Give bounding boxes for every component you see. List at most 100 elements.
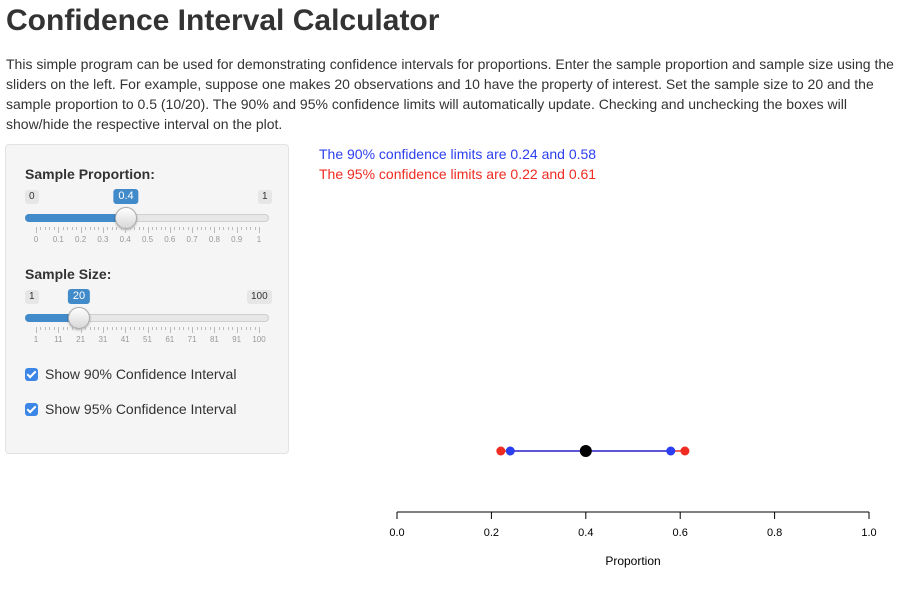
slider-tick-mark bbox=[178, 327, 180, 330]
slider-tick-mark bbox=[138, 227, 140, 230]
slider-tick-mark bbox=[62, 327, 64, 330]
ci95-limits-text: The 95% confidence limits are 0.22 and 0… bbox=[319, 166, 597, 182]
slider-tick-label: 61 bbox=[165, 335, 175, 344]
size-tick-scale: 1 11 21 31 41 51 61 71 81 91 100 bbox=[6, 325, 288, 355]
slider-tick-label: 0 bbox=[33, 235, 39, 244]
slider-tick-mark bbox=[76, 227, 78, 230]
show-95-checkbox-row[interactable]: Show 95% Confidence Interval bbox=[25, 401, 236, 417]
x-tick-label: 0.8 bbox=[767, 527, 782, 539]
slider-tick-mark bbox=[71, 227, 73, 230]
show-90-label: Show 90% Confidence Interval bbox=[45, 366, 237, 382]
slider-tick-mark bbox=[250, 227, 252, 230]
slider-tick-mark bbox=[227, 327, 229, 330]
slider-tick-label: 0.2 bbox=[75, 235, 87, 244]
slider-tick-label: 0.8 bbox=[208, 235, 220, 244]
slider-tick-label: 21 bbox=[76, 335, 86, 344]
proportion-slider-track[interactable] bbox=[25, 214, 269, 222]
slider-tick-mark bbox=[165, 327, 167, 330]
slider-tick-mark bbox=[245, 327, 247, 330]
slider-tick-mark bbox=[174, 327, 176, 330]
slider-tick-mark bbox=[178, 227, 180, 230]
slider-tick-mark bbox=[134, 227, 136, 230]
slider-tick-label: 1 bbox=[256, 235, 262, 244]
slider-tick-mark bbox=[201, 327, 203, 330]
size-slider-handle[interactable] bbox=[68, 307, 90, 329]
x-axis-label: Proportion bbox=[605, 554, 660, 568]
intro-text: This simple program can be used for demo… bbox=[6, 56, 894, 132]
slider-tick-mark bbox=[227, 227, 229, 230]
slider-tick-mark bbox=[40, 227, 42, 230]
slider-tick-mark bbox=[254, 227, 256, 230]
size-slider-fill bbox=[25, 314, 78, 322]
slider-tick-mark bbox=[147, 327, 149, 333]
slider-tick-mark bbox=[205, 227, 207, 230]
slider-tick-mark bbox=[53, 327, 55, 330]
ci90-limits-text: The 90% confidence limits are 0.24 and 0… bbox=[319, 146, 597, 162]
slider-tick-mark bbox=[250, 327, 252, 330]
slider-tick-mark bbox=[223, 227, 225, 230]
size-max: 100 bbox=[247, 290, 272, 304]
show-90-checkbox-row[interactable]: Show 90% Confidence Interval bbox=[25, 366, 236, 382]
slider-tick-mark bbox=[169, 327, 171, 333]
slider-tick-mark bbox=[80, 227, 82, 233]
slider-tick-label: 0.6 bbox=[164, 235, 176, 244]
slider-tick-mark bbox=[169, 227, 171, 233]
ci95-lower-point bbox=[496, 446, 506, 456]
slider-tick-mark bbox=[89, 327, 91, 330]
slider-tick-mark bbox=[85, 327, 87, 330]
slider-tick-mark bbox=[205, 327, 207, 330]
slider-tick-mark bbox=[232, 227, 234, 230]
slider-tick-mark bbox=[165, 227, 167, 230]
slider-tick-mark bbox=[187, 227, 189, 230]
proportion-min: 0 bbox=[25, 190, 39, 204]
slider-tick-mark bbox=[111, 227, 113, 230]
size-slider-track[interactable] bbox=[25, 314, 269, 322]
size-label: Sample Size: bbox=[25, 266, 112, 282]
slider-tick-label: 0.7 bbox=[186, 235, 198, 244]
slider-tick-mark bbox=[40, 327, 42, 330]
slider-tick-mark bbox=[111, 327, 113, 330]
slider-tick-mark bbox=[259, 227, 260, 233]
slider-tick-mark bbox=[125, 227, 127, 233]
slider-tick-mark bbox=[236, 227, 238, 233]
sidebar-panel: Sample Proportion: 0 0.4 1 0 0.1 0.2 0.3 0.4… bbox=[5, 144, 289, 454]
slider-tick-mark bbox=[116, 327, 118, 330]
slider-tick-mark bbox=[245, 227, 247, 230]
x-tick-label: 0.0 bbox=[389, 527, 404, 539]
slider-tick-mark bbox=[80, 327, 82, 333]
show-95-label: Show 95% Confidence Interval bbox=[45, 401, 237, 417]
slider-tick-mark bbox=[49, 327, 51, 330]
slider-tick-label: 91 bbox=[232, 335, 242, 344]
slider-tick-mark bbox=[125, 327, 127, 333]
slider-tick-mark bbox=[93, 327, 95, 330]
slider-tick-mark bbox=[183, 227, 185, 230]
slider-tick-mark bbox=[71, 327, 73, 330]
size-value: 20 bbox=[67, 289, 91, 304]
slider-tick-mark bbox=[156, 227, 158, 230]
slider-tick-label: 100 bbox=[252, 335, 266, 344]
slider-tick-mark bbox=[147, 227, 149, 233]
slider-tick-mark bbox=[44, 227, 46, 230]
slider-tick-mark bbox=[187, 327, 189, 330]
slider-tick-mark bbox=[196, 327, 198, 330]
slider-tick-mark bbox=[102, 227, 104, 233]
slider-tick-mark bbox=[201, 227, 203, 230]
slider-tick-mark bbox=[62, 227, 64, 230]
slider-tick-mark bbox=[160, 327, 162, 330]
slider-tick-label: 81 bbox=[209, 335, 219, 344]
show-90-checkbox[interactable] bbox=[25, 367, 38, 381]
slider-tick-label: 0.9 bbox=[231, 235, 243, 244]
slider-tick-mark bbox=[134, 327, 136, 330]
slider-tick-label: 41 bbox=[120, 335, 130, 344]
slider-tick-mark bbox=[102, 327, 104, 333]
ci90-upper-point bbox=[666, 446, 676, 456]
slider-tick-mark bbox=[58, 327, 60, 333]
slider-tick-mark bbox=[116, 227, 118, 230]
slider-tick-label: 51 bbox=[143, 335, 152, 344]
show-95-checkbox[interactable] bbox=[25, 402, 38, 416]
slider-tick-mark bbox=[236, 327, 238, 333]
slider-tick-mark bbox=[53, 227, 55, 230]
slider-tick-mark bbox=[98, 327, 100, 330]
ci90-lower-point bbox=[505, 446, 515, 456]
slider-tick-mark bbox=[36, 227, 37, 233]
